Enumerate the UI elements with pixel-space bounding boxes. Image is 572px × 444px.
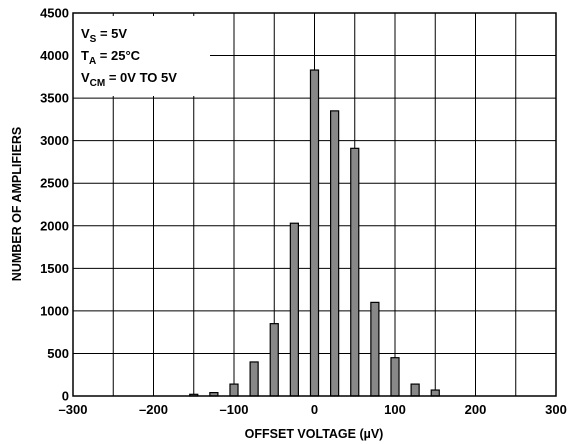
x-tick-label: 0 <box>311 402 318 417</box>
x-tick-label: –300 <box>59 402 88 417</box>
y-tick-label: 2000 <box>40 218 69 233</box>
histogram-bar <box>229 383 239 397</box>
x-tick-label: –100 <box>220 402 249 417</box>
histogram-bar <box>410 383 420 397</box>
y-tick-label: 500 <box>47 346 69 361</box>
histogram-bars <box>189 69 440 397</box>
y-tick-label: 3500 <box>40 91 69 106</box>
y-tick-labels: 0 500 1000 1500 2000 2500 3000 3500 4000 4500 <box>40 6 69 404</box>
y-tick-label: 0 <box>62 389 69 404</box>
x-tick-label: 200 <box>465 402 487 417</box>
x-tick-label: 300 <box>545 402 567 417</box>
x-tick-label: 100 <box>384 402 406 417</box>
y-tick-label: 2500 <box>40 176 69 191</box>
histogram-bar <box>269 323 279 397</box>
y-tick-label: 4500 <box>40 6 69 21</box>
y-tick-label: 1500 <box>40 261 69 276</box>
histogram-bar <box>289 222 300 397</box>
y-tick-label: 3000 <box>40 133 69 148</box>
histogram-bar <box>390 357 400 397</box>
condition-supply: VS = 5V <box>81 26 127 45</box>
y-tick-label: 1000 <box>40 303 69 318</box>
condition-temperature: TA = 25°C <box>81 48 141 67</box>
conditions-box-background <box>73 16 210 96</box>
y-axis-title: NUMBER OF AMPLIFIERS <box>10 127 24 281</box>
histogram-bar <box>430 389 440 397</box>
conditions-box: VS = 5V TA = 25°C VCM = 0V TO 5V <box>81 26 177 89</box>
condition-common-mode: VCM = 0V TO 5V <box>81 70 177 89</box>
x-axis-title: OFFSET VOLTAGE (µV) <box>245 427 384 441</box>
plot-frame <box>72 12 557 397</box>
x-tick-label: –200 <box>139 402 168 417</box>
histogram-bar <box>309 69 320 397</box>
y-tick-label: 4000 <box>40 48 69 63</box>
x-tick-labels: –300 –200 –100 0 100 200 300 <box>59 402 567 417</box>
histogram-bar <box>330 110 340 397</box>
histogram-bar <box>350 147 360 397</box>
histogram-bar <box>370 301 380 397</box>
histogram-bar <box>249 361 259 397</box>
